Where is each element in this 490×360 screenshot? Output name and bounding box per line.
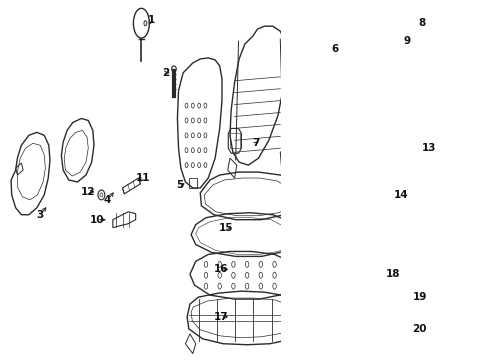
Text: 5: 5	[176, 180, 183, 190]
Text: 3: 3	[37, 210, 44, 220]
Text: 12: 12	[81, 187, 96, 197]
Text: 15: 15	[220, 222, 234, 233]
Text: 14: 14	[394, 190, 409, 200]
Text: 16: 16	[214, 264, 228, 274]
Text: 9: 9	[404, 36, 411, 46]
Text: 8: 8	[418, 18, 426, 28]
Text: 1: 1	[147, 15, 155, 25]
Text: 7: 7	[252, 138, 259, 148]
Text: 4: 4	[104, 195, 111, 205]
Text: 18: 18	[386, 269, 400, 279]
Text: 6: 6	[331, 44, 338, 54]
Text: 19: 19	[413, 292, 427, 302]
Text: 20: 20	[413, 324, 427, 334]
Text: 13: 13	[421, 143, 436, 153]
Text: 2: 2	[162, 68, 170, 78]
Text: 10: 10	[90, 215, 104, 225]
Text: 11: 11	[136, 173, 150, 183]
Text: 17: 17	[214, 312, 229, 322]
